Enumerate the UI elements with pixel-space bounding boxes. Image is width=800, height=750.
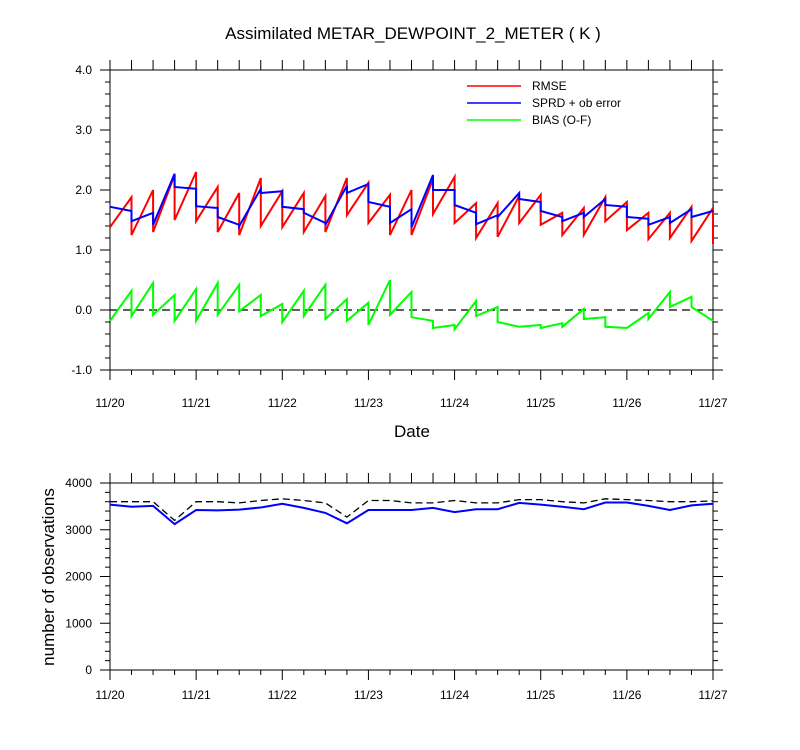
series-line-sprd-ob-error [109, 173, 714, 230]
x-tick-label: 11/27 [698, 396, 727, 410]
y-tick-label: 3000 [65, 523, 92, 537]
x-tick-label: 11/27 [698, 688, 727, 702]
series-line-rmse [109, 171, 714, 245]
y-tick-label: 0.0 [75, 303, 92, 317]
x-axis-label: Date [394, 422, 430, 441]
x-tick-label: 11/24 [440, 396, 469, 410]
series-line-bias-o-f [109, 279, 714, 333]
x-tick-label: 11/20 [95, 396, 124, 410]
legend-label: BIAS (O-F) [532, 113, 591, 127]
x-tick-label: 11/21 [182, 396, 211, 410]
x-tick-label: 11/20 [95, 688, 124, 702]
series-line-possible [110, 498, 714, 522]
y-tick-label: 0 [85, 663, 92, 677]
chart-title: Assimilated METAR_DEWPOINT_2_METER ( K ) [225, 24, 601, 43]
top-chart: -1.0 0.0 1.0 2.0 3.0 4.0 11/20 11/21 11/22 11/23 1… [71, 60, 728, 410]
y-tick-label: 3.0 [75, 123, 92, 137]
x-tick-label: 11/25 [526, 688, 555, 702]
bottom-chart: 0 1000 2000 3000 4000 11/20 11/21 11/22 11/23 11/… [65, 473, 728, 702]
y-axis-label-observations: number of observations [39, 488, 58, 666]
x-tick-label: 11/24 [440, 688, 469, 702]
x-tick-label: 11/22 [268, 688, 297, 702]
x-tick-label: 11/26 [612, 688, 641, 702]
series-line-assimilated [109, 501, 714, 526]
x-tick-label: 11/25 [526, 396, 555, 410]
y-tick-label: 2.0 [75, 183, 92, 197]
y-tick-label: 4.0 [75, 63, 92, 77]
y-tick-label: 1.0 [75, 243, 92, 257]
x-tick-label: 11/23 [354, 688, 383, 702]
y-tick-label: 1000 [65, 616, 92, 630]
legend-label: SPRD + ob error [532, 96, 621, 110]
x-tick-label: 11/21 [182, 688, 211, 702]
x-tick-label: 11/22 [268, 396, 297, 410]
y-tick-label: 4000 [65, 476, 92, 490]
legend-label: RMSE [532, 79, 567, 93]
x-tick-label: 11/23 [354, 396, 383, 410]
y-tick-label: 2000 [65, 570, 92, 584]
x-tick-label: 11/26 [612, 396, 641, 410]
y-tick-label: -1.0 [71, 363, 92, 377]
